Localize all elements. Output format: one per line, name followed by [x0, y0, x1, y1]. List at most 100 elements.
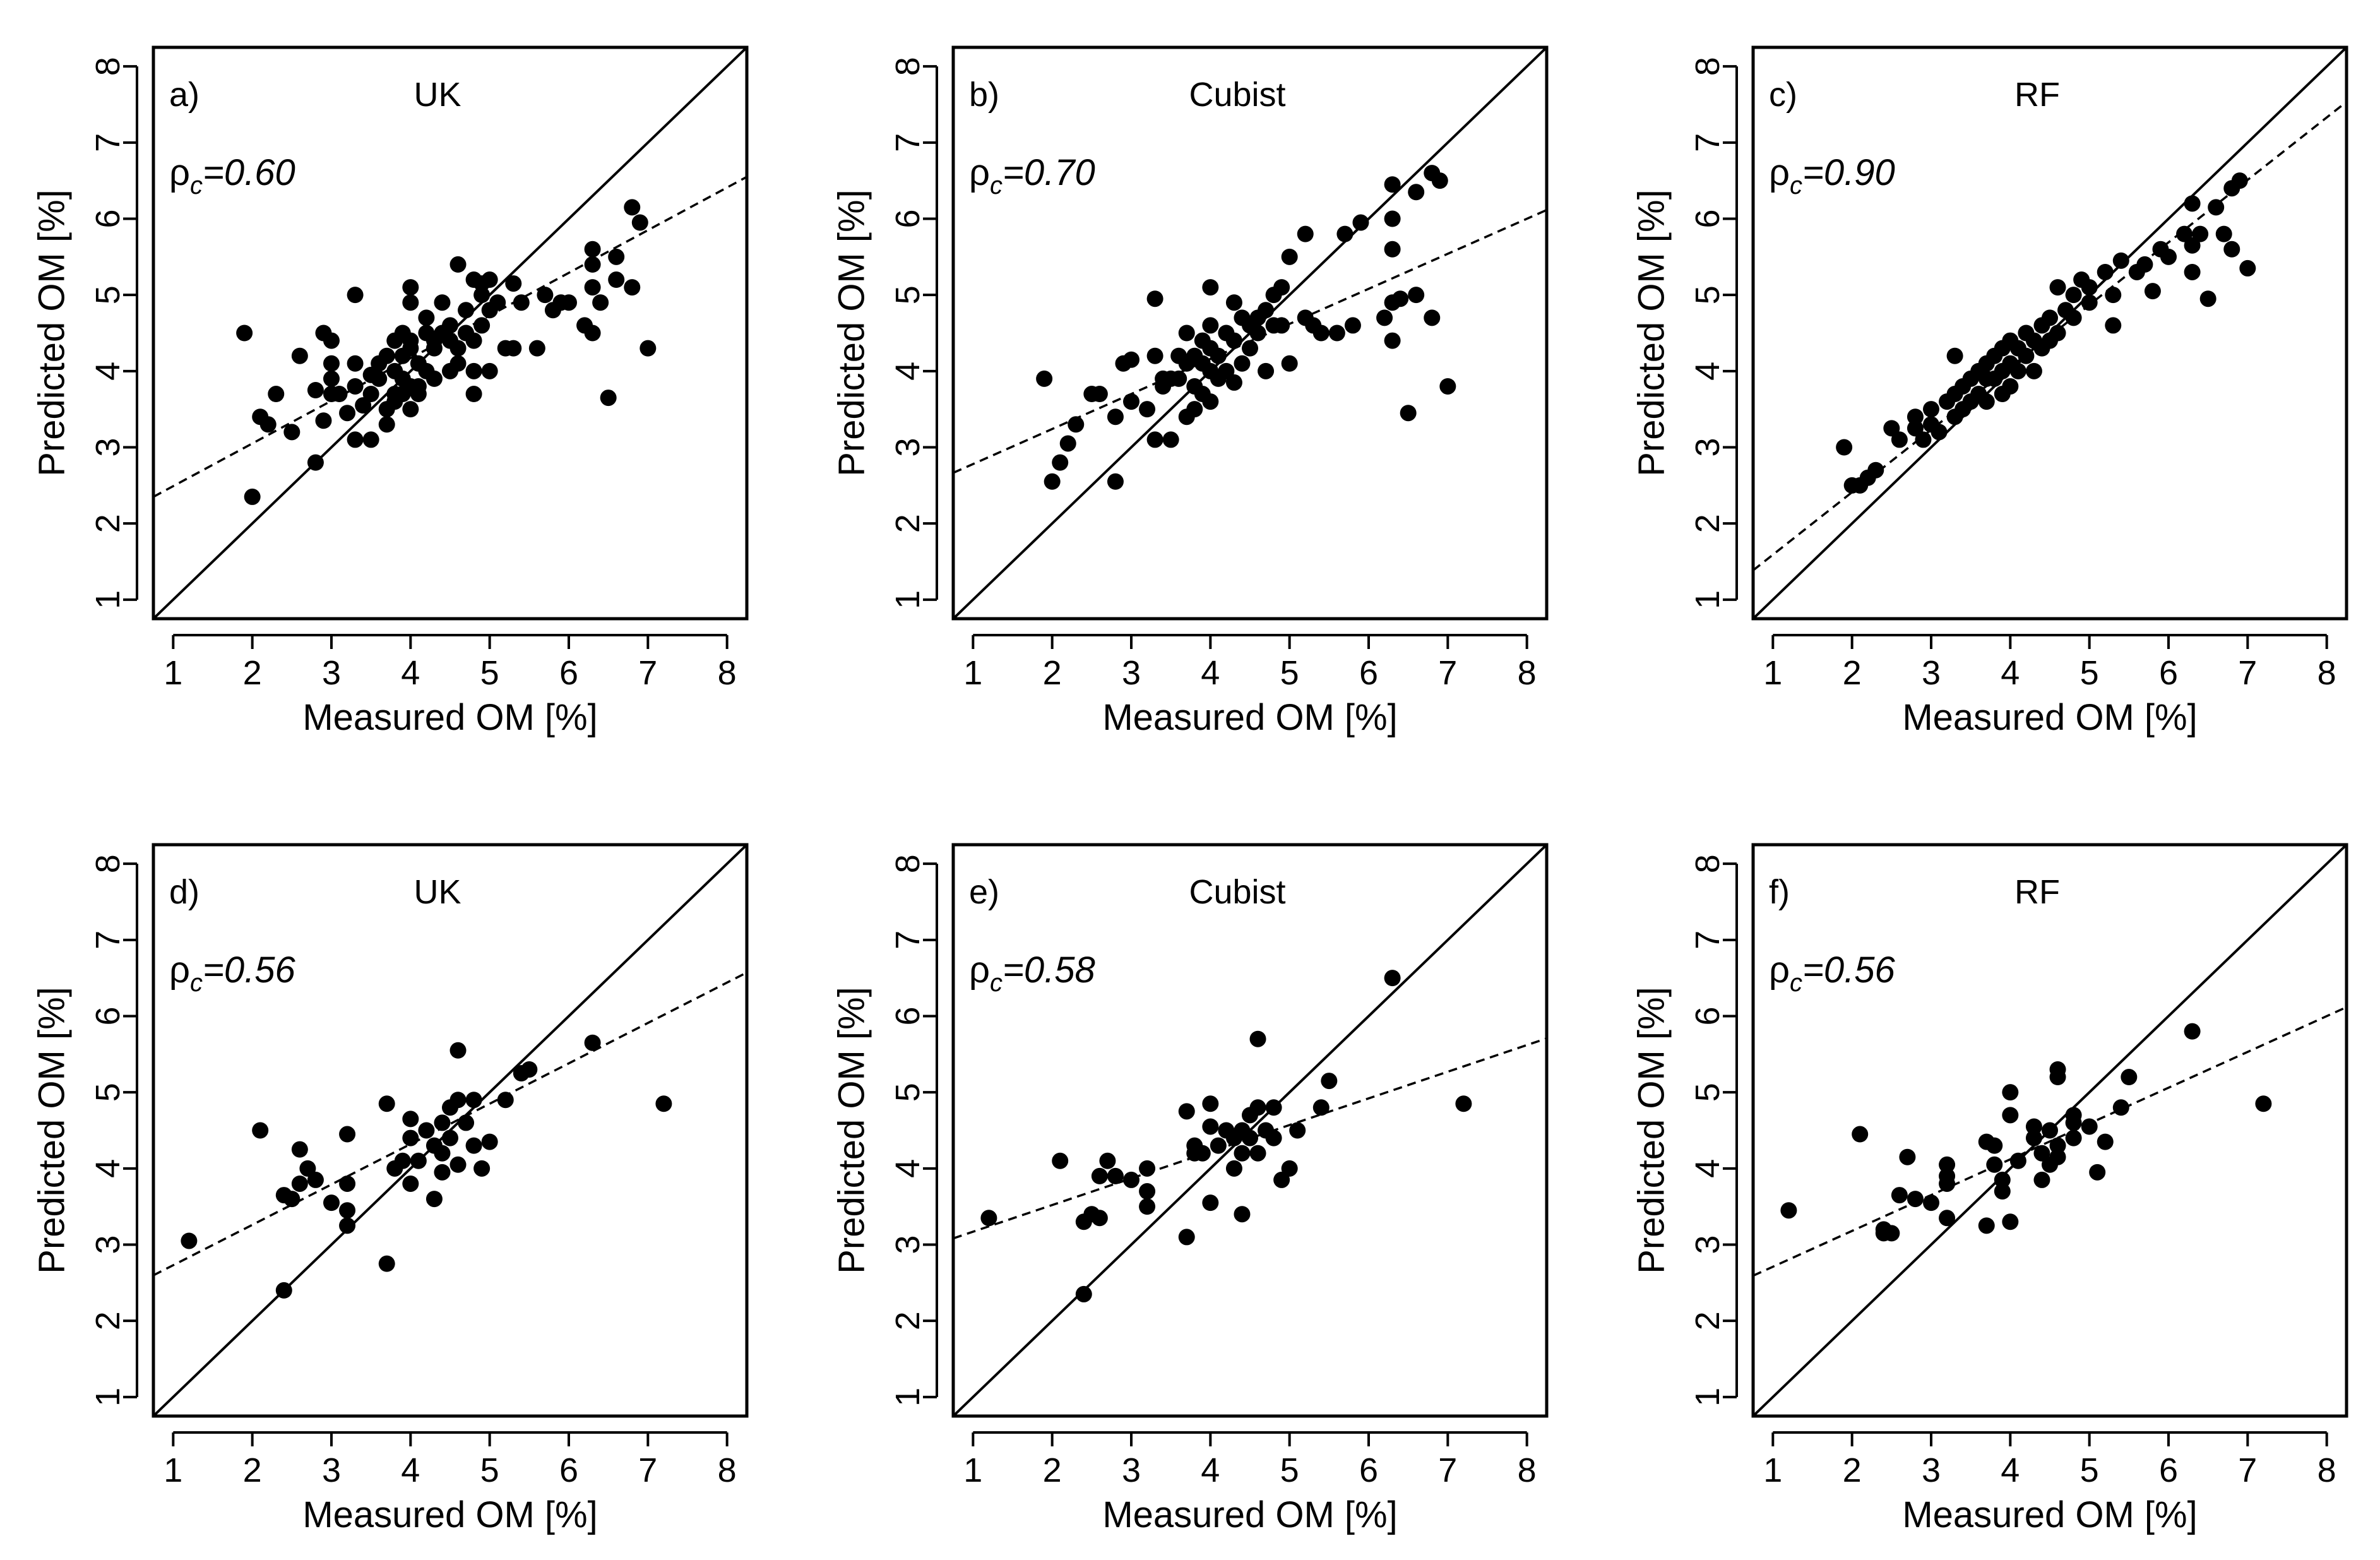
data-point	[1178, 325, 1195, 342]
x-tick-label: 7	[2238, 1451, 2257, 1489]
data-point	[2002, 1084, 2019, 1101]
y-tick-label: 6	[89, 1006, 127, 1025]
data-point	[2105, 317, 2122, 334]
stat-subscript: c	[190, 969, 203, 997]
data-point	[1139, 1183, 1156, 1200]
data-point	[2049, 1069, 2066, 1086]
data-point	[600, 390, 617, 407]
y-tick-label: 4	[89, 1159, 127, 1178]
x-tick-label: 2	[1043, 654, 1062, 692]
y-tick-label: 2	[1689, 1311, 1727, 1330]
x-tick-label: 3	[322, 1451, 341, 1489]
points	[1836, 172, 2256, 494]
data-point	[1099, 1152, 1116, 1169]
data-point	[259, 416, 277, 433]
data-point	[1202, 317, 1219, 334]
panel-letter: e)	[969, 873, 999, 911]
data-point	[307, 454, 324, 471]
data-point	[2042, 309, 2058, 326]
data-point	[2239, 259, 2256, 277]
data-point	[2223, 241, 2240, 258]
data-point	[2199, 290, 2216, 307]
x-tick-label: 4	[2001, 1451, 2020, 1489]
x-tick-label: 1	[1763, 1451, 1782, 1489]
x-tick-label: 8	[1518, 1451, 1537, 1489]
data-point	[1344, 317, 1361, 334]
data-point	[1202, 1118, 1219, 1135]
data-point	[402, 1129, 419, 1146]
data-point	[2097, 263, 2114, 280]
stat-subscript: c	[990, 172, 1003, 199]
data-point	[528, 340, 545, 357]
stat-subscript: c	[1790, 172, 1802, 199]
data-point	[458, 302, 475, 319]
data-point	[362, 386, 379, 403]
data-point	[1907, 408, 1924, 426]
data-point	[449, 1042, 467, 1059]
y-tick-label: 8	[889, 854, 927, 873]
data-point	[181, 1232, 198, 1249]
x-tick-label: 3	[1922, 1451, 1941, 1489]
y-tick-label: 3	[89, 438, 127, 456]
model-name: RF	[2014, 76, 2060, 114]
data-point	[347, 378, 364, 395]
data-point	[2136, 256, 2153, 273]
x-axis-title: Measured OM [%]	[1902, 1494, 2197, 1535]
data-point	[1036, 370, 1053, 387]
regression-line	[1753, 1006, 2347, 1277]
stat-symbol: ρ	[169, 950, 190, 991]
data-point	[291, 347, 308, 364]
y-tick-label: 1	[889, 1388, 927, 1407]
data-point	[410, 386, 427, 403]
model-name: UK	[414, 873, 461, 911]
y-tick-label: 2	[889, 514, 927, 533]
x-tick-label: 2	[1843, 654, 1862, 692]
y-tick-label: 3	[1689, 438, 1727, 456]
x-tick-label: 6	[559, 654, 578, 692]
y-tick-label: 4	[89, 362, 127, 381]
x-tick-label: 3	[1122, 1451, 1141, 1489]
data-point	[2049, 325, 2066, 342]
data-point	[449, 340, 467, 357]
points	[1036, 165, 1456, 490]
data-point	[489, 294, 506, 311]
y-tick-label: 8	[889, 57, 927, 76]
data-point	[505, 275, 522, 292]
y-tick-label: 3	[889, 438, 927, 456]
data-point	[1273, 317, 1290, 334]
data-point	[1225, 374, 1242, 391]
data-point	[1249, 325, 1266, 342]
data-point	[2065, 1114, 2082, 1131]
data-point	[473, 317, 491, 334]
data-point	[584, 279, 601, 296]
data-point	[1242, 1129, 1258, 1146]
x-tick-label: 4	[1201, 654, 1220, 692]
data-point	[1139, 1160, 1156, 1177]
data-point	[1439, 378, 1456, 395]
data-point	[1091, 386, 1108, 403]
data-point	[331, 386, 348, 403]
data-point	[1923, 401, 1939, 418]
data-point	[1265, 1129, 1282, 1146]
data-point	[1273, 279, 1290, 296]
data-point	[631, 214, 648, 231]
data-point	[307, 382, 324, 398]
data-point	[347, 287, 364, 304]
data-point	[378, 1255, 395, 1272]
data-point	[2065, 1129, 2082, 1146]
data-point	[1780, 1202, 1797, 1219]
data-point	[1139, 1198, 1156, 1215]
data-point	[624, 199, 641, 216]
data-point	[2089, 1164, 2106, 1181]
plot-frame	[1751, 45, 2348, 621]
data-point	[1202, 393, 1219, 410]
data-point	[323, 355, 340, 372]
data-point	[2081, 294, 2098, 311]
data-point	[1234, 1145, 1251, 1162]
data-point	[339, 1175, 356, 1192]
y-tick-label: 6	[89, 209, 127, 228]
data-point	[2081, 279, 2098, 296]
data-point	[1891, 431, 1908, 448]
data-point	[1091, 1210, 1108, 1227]
data-point	[1312, 1099, 1330, 1116]
